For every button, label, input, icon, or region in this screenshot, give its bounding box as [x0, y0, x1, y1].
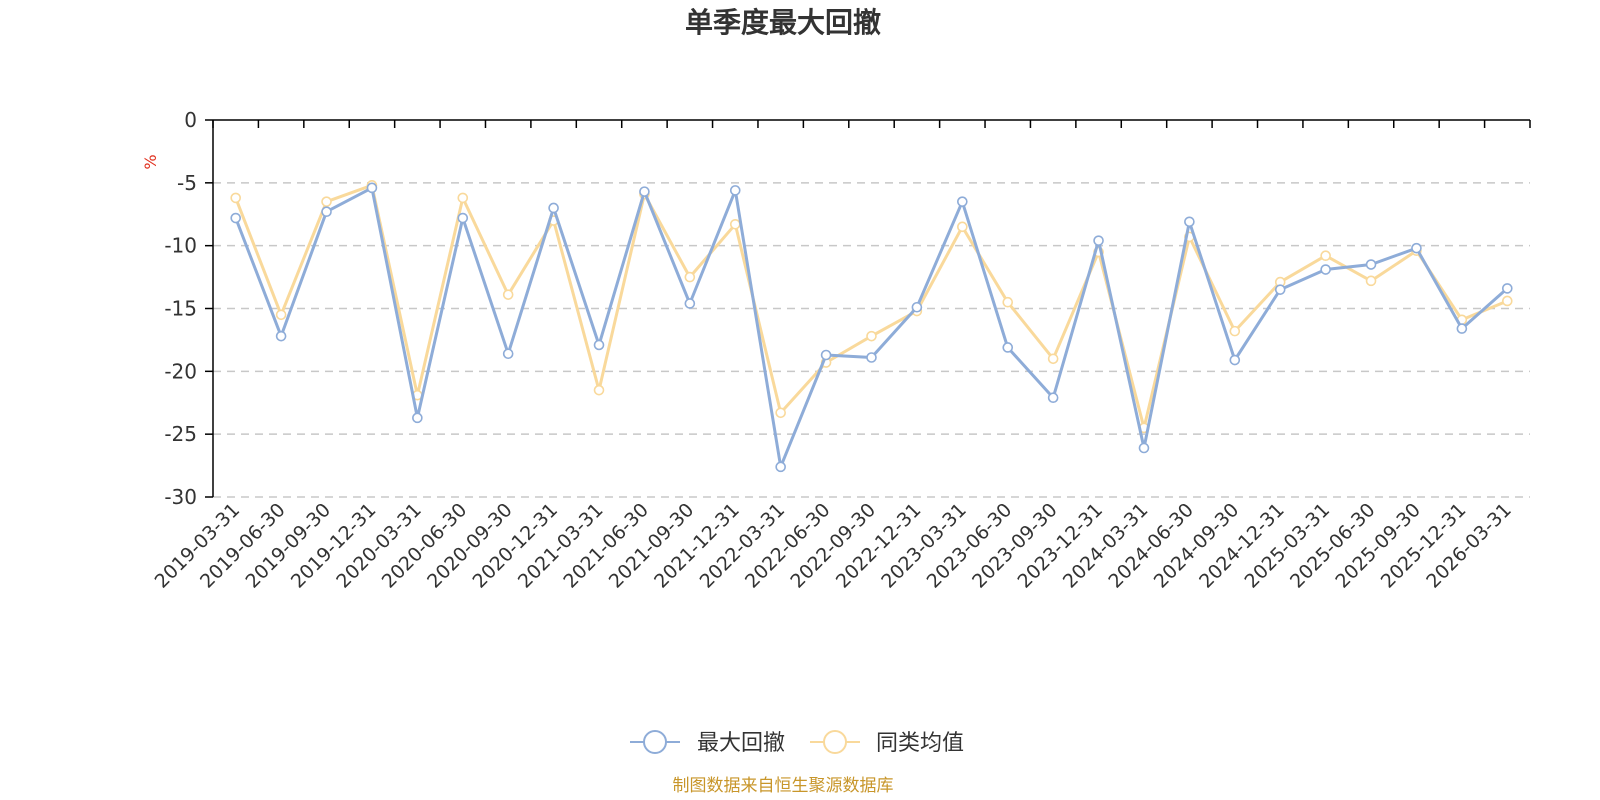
chart-title: 单季度最大回撤: [685, 6, 881, 39]
series-0: [230, 182, 1513, 473]
data-point[interactable]: [684, 271, 696, 283]
gridlines: [213, 182, 1530, 498]
data-point[interactable]: [1274, 284, 1286, 295]
data-point[interactable]: [1501, 283, 1513, 294]
data-point[interactable]: [684, 298, 696, 309]
y-axis-ticks: 0 -5 -10 -15 -20 -25 -30: [164, 108, 197, 509]
data-point[interactable]: [1320, 264, 1331, 275]
x-axis-ticks: 2019-03-312019-06-302019-09-302019-12-31…: [151, 499, 1516, 593]
data-point[interactable]: [1047, 392, 1059, 404]
data-point[interactable]: [1456, 323, 1468, 334]
data-point[interactable]: [1501, 295, 1513, 307]
data-point[interactable]: [639, 186, 650, 197]
data-point[interactable]: [1320, 250, 1331, 262]
data-point[interactable]: [1365, 259, 1377, 270]
data-point[interactable]: [230, 192, 242, 204]
data-point[interactable]: [1229, 354, 1241, 366]
data-point[interactable]: [1411, 242, 1422, 254]
data-point[interactable]: [729, 219, 741, 230]
y-tick-label: -25: [164, 422, 197, 446]
data-point[interactable]: [230, 212, 242, 224]
data-point[interactable]: [1002, 296, 1014, 308]
data-point[interactable]: [1365, 275, 1377, 287]
data-point[interactable]: [593, 339, 605, 351]
legend-item[interactable]: 最大回撤: [630, 730, 785, 756]
data-point[interactable]: [957, 221, 968, 233]
y-axis-unit: %: [141, 154, 160, 169]
data-point[interactable]: [729, 185, 741, 196]
data-point[interactable]: [1047, 353, 1059, 365]
data-point[interactable]: [775, 461, 786, 473]
data-point[interactable]: [275, 309, 287, 321]
data-point[interactable]: [957, 196, 968, 207]
data-point[interactable]: [457, 212, 469, 224]
data-point[interactable]: [1138, 442, 1150, 454]
y-tick-label: -5: [177, 171, 197, 195]
data-point[interactable]: [866, 330, 877, 342]
legend[interactable]: 最大回撤 同类均值: [630, 730, 964, 756]
series: [230, 180, 1513, 473]
legend-item[interactable]: 同类均值: [810, 730, 964, 756]
source-note: 制图数据来自恒生聚源数据库: [673, 776, 894, 796]
axes: [205, 119, 1531, 498]
y-tick-label: -20: [164, 359, 197, 383]
legend-marker: [643, 730, 667, 754]
legend-label: 最大回撤: [697, 731, 785, 756]
data-point[interactable]: [412, 412, 423, 424]
series-line: [234, 183, 1508, 430]
y-tick-label: -15: [164, 297, 197, 321]
data-point[interactable]: [502, 289, 514, 300]
data-point[interactable]: [593, 384, 605, 396]
y-tick-label: 0: [184, 108, 197, 132]
data-point[interactable]: [1093, 235, 1104, 246]
data-point[interactable]: [321, 196, 332, 207]
data-point[interactable]: [1229, 325, 1241, 337]
data-point[interactable]: [366, 182, 378, 194]
data-point[interactable]: [502, 348, 514, 360]
data-point[interactable]: [866, 352, 877, 363]
legend-marker: [823, 730, 847, 754]
data-point[interactable]: [321, 206, 332, 218]
data-point[interactable]: [548, 202, 559, 214]
data-point[interactable]: [820, 349, 832, 361]
data-point[interactable]: [911, 301, 923, 313]
legend-label: 同类均值: [876, 731, 964, 756]
data-point[interactable]: [457, 192, 469, 204]
data-point[interactable]: [275, 330, 287, 342]
data-point[interactable]: [775, 407, 786, 419]
data-point[interactable]: [1002, 342, 1014, 353]
series-line: [234, 186, 1509, 469]
data-point[interactable]: [1184, 216, 1195, 228]
y-tick-label: -10: [164, 234, 197, 258]
y-tick-label: -30: [164, 485, 197, 509]
